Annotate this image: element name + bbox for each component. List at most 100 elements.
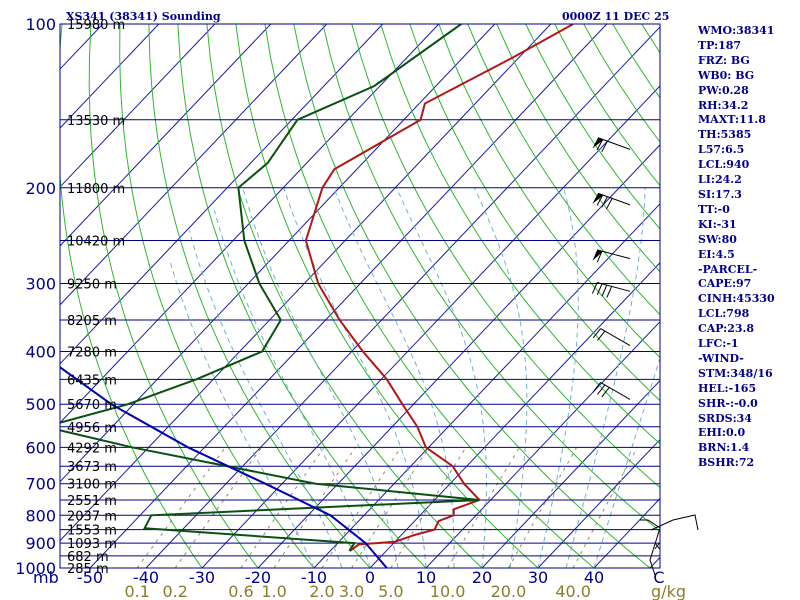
index-value: TT:-0 [698,202,730,216]
temperature-label: 0 [365,568,375,587]
pressure-label: 200 [25,179,56,198]
mixing-ratio-line [351,447,430,568]
index-value: LCL:940 [698,158,750,172]
temperature-label: -20 [245,568,271,587]
temperature-label: -10 [301,568,327,587]
height-label: 8205 m [67,314,117,329]
isotherm-line [60,24,384,365]
background-lines [60,24,660,568]
label-layer: 15980 m 13530 m 11800 m 10420 m 9250 m 8205 m… [15,15,686,600]
index-value: SHR-:-0.0 [698,396,758,410]
index-value: -WIND- [698,351,744,365]
index-value: STM:348/16 [698,366,773,380]
index-value: CINH:45330 [698,292,775,306]
index-value: LCL:798 [698,307,750,321]
height-label: 9250 m [67,278,117,293]
isotherm-line [89,24,608,568]
hodograph-line [650,514,699,531]
height-label: 11800 m [67,182,125,197]
isotherm-line [60,24,440,424]
isotherm-line [537,438,660,568]
index-value: SW:80 [698,232,737,246]
index-value: KI:-31 [698,217,737,231]
mixing-ratio-label: 3.0 [339,582,364,600]
mixing-ratio-label: 5.0 [378,582,403,600]
height-label: 3673 m [67,460,117,475]
moist-adiabat [537,187,579,568]
mixing-ratio-label: 0.2 [162,582,187,600]
pressure-label: 600 [25,438,56,457]
parcel-line [60,366,388,568]
isotherm-line [313,203,660,568]
index-value: LI:24.2 [698,173,742,187]
index-value: MAXT:11.8 [698,113,766,127]
mixing-ratio-line [572,447,638,568]
isotherm-line [60,24,496,483]
index-value: TP:187 [698,38,742,52]
temperature-line [304,24,574,552]
mixing-ratio-label: 10.0 [430,582,466,600]
index-value: PW:0.28 [698,83,749,97]
moist-adiabat [188,230,343,568]
isotherm-line [369,262,660,568]
wind-barb [592,192,631,210]
height-label: 2551 m [67,494,117,509]
index-value: RH:34.2 [698,98,749,112]
height-label: 3100 m [67,478,117,493]
pressure-label: 400 [25,343,56,362]
index-value: TH:5385 [698,128,752,142]
wind-barb [592,137,631,152]
wind-barb [592,382,631,400]
pressure-unit: mb [33,568,59,587]
index-value: WMO:38341 [698,24,775,37]
height-label: 682 m [67,550,109,565]
temperature-label: C [653,568,664,587]
isotherm-line [481,379,660,568]
pressure-label: 500 [25,395,56,414]
isotherm-line [425,320,660,568]
pressure-label: 300 [25,275,56,294]
isotherm-line [257,144,660,568]
index-value: HEL:-165 [698,381,757,395]
mixing-ratio-unit: g/kg [651,582,686,600]
isotherm-line [60,24,272,247]
mixing-ratio-label: 40.0 [555,582,591,600]
mixing-ratio-label: 0.1 [124,582,149,600]
height-label: 15980 m [67,18,125,33]
mixing-ratio-line [321,447,402,568]
wind-barb [592,328,631,346]
mixing-ratio-line [390,447,467,568]
height-label: 7280 m [67,346,117,361]
index-value: SI:17.3 [698,187,742,201]
temperature-label: -30 [189,568,215,587]
wind-barb [592,249,631,263]
mixing-ratio-label: 20.0 [491,582,527,600]
plot-frame [59,23,661,569]
wind-barb [591,282,631,298]
index-value: WB0: BG [698,68,755,82]
indices-panel: WMO:38341 TP:187 FRZ: BG WB0: BG PW:0.28 RH:3… [698,24,798,471]
height-label: 4292 m [67,441,117,456]
height-label: 10420 m [67,234,125,249]
index-value: EHI:0.0 [698,426,746,440]
pressure-label: 800 [25,506,56,525]
index-value: CAP:23.8 [698,322,755,336]
temperature-label: 30 [528,568,548,587]
isotherm-line [60,24,160,129]
height-label: 1553 m [67,524,117,539]
index-value: L57:6.5 [698,143,745,157]
sounding-time: 0000Z 11 DEC 25 [562,10,669,23]
isotherm-line [145,26,660,568]
mixing-ratio-label: 1.0 [261,582,286,600]
index-value: BSHR:72 [698,456,755,470]
pressure-label: 700 [25,475,56,494]
mixing-ratio-label: 0.6 [228,582,253,600]
isotherm-line [60,24,328,306]
moist-adiabat [168,258,315,568]
pressure-label: 1000 [15,559,56,578]
hodograph-marker: x [654,539,661,552]
station-title: XS341 (38341) Sounding [66,10,221,23]
isotherm-line [60,24,552,542]
index-value: -PARCEL- [698,262,758,276]
